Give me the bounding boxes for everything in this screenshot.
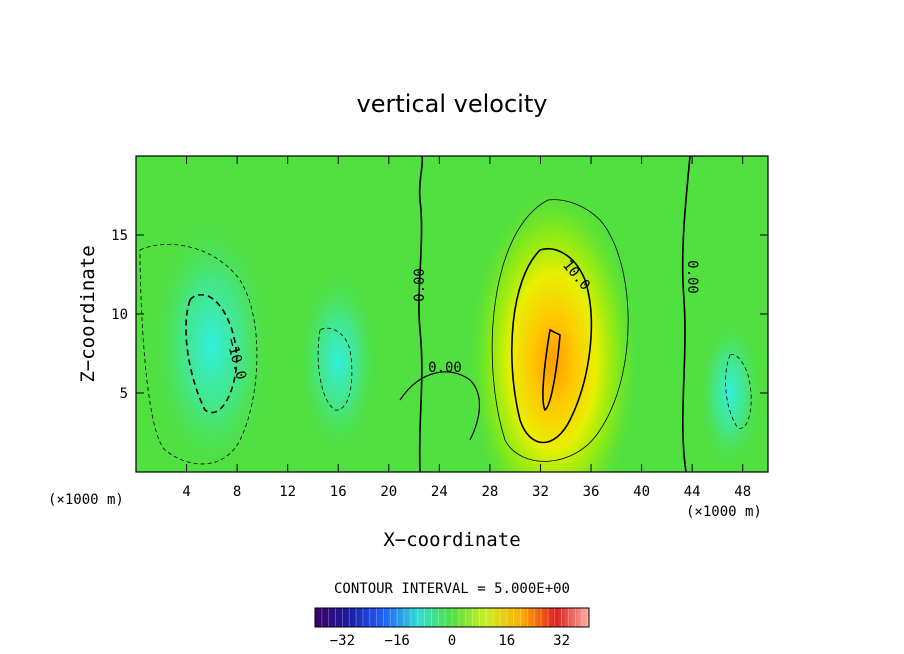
colorbar-tick-label: 16 [498, 633, 515, 649]
x-tick-label: 44 [684, 484, 701, 500]
downdraft-region [698, 316, 763, 470]
x-axis-label: X−coordinate [383, 529, 520, 551]
x-unit-right: (×1000 m) [686, 504, 762, 520]
contour-zero-line-2 [681, 156, 691, 472]
heatmap-field [136, 156, 768, 472]
contour-five-line [491, 199, 629, 462]
colorbar-tick-label: 32 [553, 633, 570, 649]
x-tick-label: 4 [182, 484, 190, 500]
contour-ten-line [511, 248, 593, 444]
y-axis: 5 10 15 [111, 228, 768, 402]
downdraft-region [297, 267, 380, 455]
contour-neg-five-line-2 [317, 327, 353, 411]
x-unit-left: (×1000 m) [48, 492, 124, 508]
x-tick-label: 8 [233, 484, 241, 500]
x-tick-label: 28 [481, 484, 498, 500]
y-tick-label: 10 [111, 307, 128, 323]
colorbar-tick-label: −32 [330, 633, 355, 649]
colorbar [315, 608, 589, 627]
x-tick-label: 24 [431, 484, 448, 500]
x-tick-label: 36 [583, 484, 600, 500]
y-tick-label: 15 [111, 228, 128, 244]
x-tick-label: 12 [279, 484, 296, 500]
contour-zero-line-3 [399, 371, 481, 441]
colorbar-frame [314, 607, 590, 628]
colorbar-segments [321, 608, 583, 627]
x-tick-label: 32 [532, 484, 549, 500]
x-tick-label: 16 [330, 484, 347, 500]
colorbar-tick-label: −16 [385, 633, 410, 649]
chart-title: vertical velocity [357, 90, 548, 118]
contour-label-zero-3: 0.00 [428, 360, 462, 376]
x-tick-label: 20 [380, 484, 397, 500]
x-tick-label: 48 [734, 484, 751, 500]
contour-twenty-line [542, 328, 561, 412]
updraft-region [467, 185, 640, 472]
contour-neg-five-line [139, 244, 258, 465]
downdraft-region [149, 213, 274, 472]
colorbar-tick-label: 0 [448, 633, 456, 649]
x-tick-label: 40 [633, 484, 650, 500]
contour-zero-line-1 [418, 156, 424, 472]
contour-label-zero-1: 0.00 [412, 268, 428, 302]
colorbar-ticks: −32 −16 0 16 32 [330, 633, 570, 649]
contour-neg-ten-line [185, 293, 238, 414]
y-axis-label: Z−coordinate [77, 245, 99, 382]
contour-neg-five-line-3 [725, 353, 752, 429]
x-axis: 4 8 12 16 20 24 28 32 36 40 44 48 [182, 156, 751, 500]
y-tick-label: 5 [120, 386, 128, 402]
contour-interval-text: CONTOUR INTERVAL = 5.000E+00 [334, 581, 570, 597]
contour-label-zero-2: 0.00 [684, 260, 700, 294]
